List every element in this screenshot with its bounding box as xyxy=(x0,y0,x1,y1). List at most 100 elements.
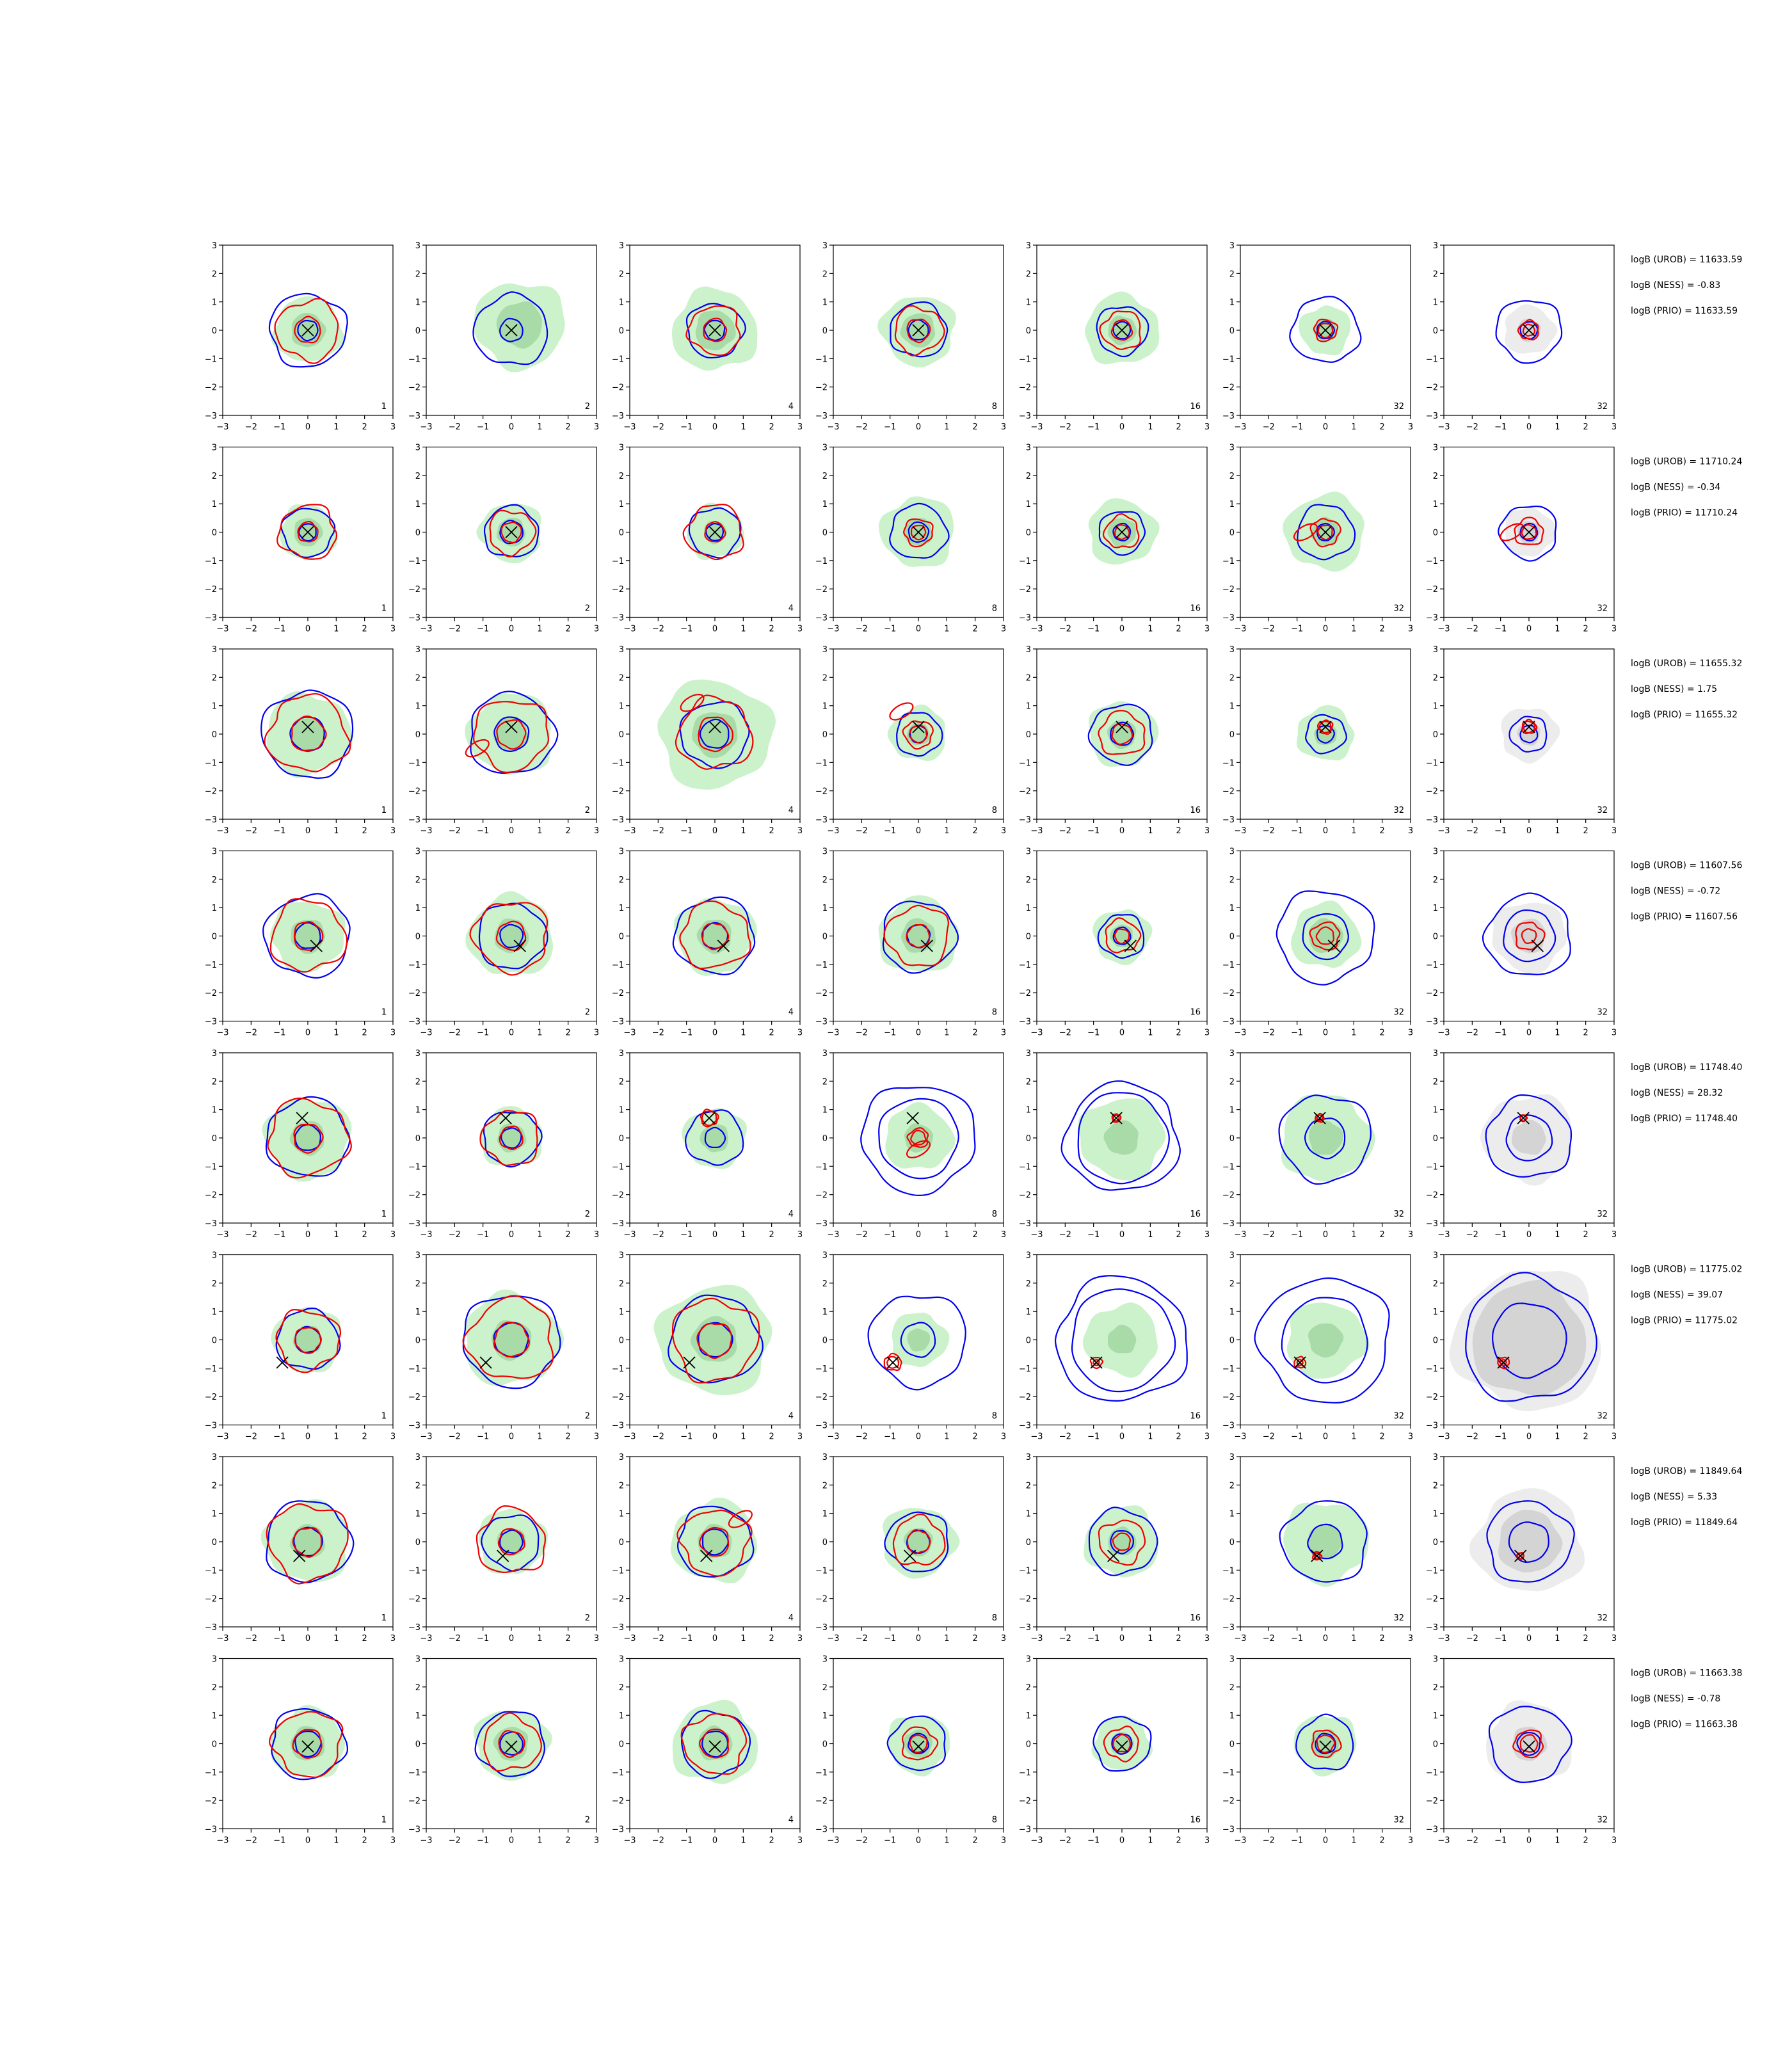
x-tick-label: 3 xyxy=(1001,1836,1006,1846)
y-tick-label: 0 xyxy=(1229,529,1235,538)
contour-panel: −3 −2 −1 0 1 2 3 −3 −2 −1 0 1 2 3 16 xyxy=(1019,645,1210,836)
blue-contour-inner xyxy=(701,1730,729,1758)
red-contour-outer xyxy=(685,305,741,356)
y-tick-label: 0 xyxy=(212,1134,217,1144)
panel-column-label: 32 xyxy=(1393,1613,1404,1623)
red-contour-inner xyxy=(1114,928,1130,945)
x-tick-label: −2 xyxy=(1059,1836,1071,1846)
blue-contour-outer xyxy=(896,712,943,757)
y-tick-label: 2 xyxy=(415,1683,420,1693)
red-contour-inner xyxy=(292,1527,323,1558)
y-tick-label: −3 xyxy=(1426,1825,1438,1835)
x-tick-label: −1 xyxy=(680,625,692,634)
panel-column-label: 32 xyxy=(1597,1816,1608,1825)
red-contour-inner xyxy=(698,716,733,753)
red-contour-outer xyxy=(1515,921,1546,950)
y-tick-label: −2 xyxy=(408,989,420,998)
y-tick-label: −3 xyxy=(1222,1219,1235,1229)
y-tick-label: −2 xyxy=(1426,585,1438,595)
blue-contour-inner xyxy=(1316,725,1335,744)
blue-contour-outer xyxy=(1276,890,1375,986)
x-tick-label: −1 xyxy=(1087,1028,1100,1038)
red-contour-inner xyxy=(294,1327,322,1354)
y-tick-label: −3 xyxy=(205,1219,217,1229)
red-contour-outer xyxy=(671,1297,760,1384)
logb-annotation: logB (NESS) = -0.83 xyxy=(1631,280,1720,291)
red-contour-inner xyxy=(1317,524,1333,541)
true-value-marker xyxy=(505,324,518,337)
y-tick-label: 1 xyxy=(1026,1106,1031,1116)
x-tick-label: −3 xyxy=(420,422,432,432)
y-tick-label: 1 xyxy=(1433,702,1438,712)
red-contour-outer xyxy=(682,503,744,561)
x-tick-label: 3 xyxy=(1204,1634,1210,1644)
x-tick-label: −1 xyxy=(1291,1028,1303,1038)
x-tick-label: 0 xyxy=(1119,1432,1124,1442)
y-tick-label: −2 xyxy=(205,383,217,393)
y-tick-label: −1 xyxy=(1426,1364,1438,1374)
y-tick-label: 1 xyxy=(212,1106,217,1116)
x-tick-label: 1 xyxy=(944,1836,949,1846)
blue-contour-inner xyxy=(1112,321,1132,340)
contour-panel: −3 −2 −1 0 1 2 3 −3 −2 −1 0 1 2 3 32 xyxy=(1426,1655,1617,1846)
true-value-marker xyxy=(683,1356,696,1369)
contour-panel: −3 −2 −1 0 1 2 3 −3 −2 −1 0 1 2 3 2 xyxy=(408,444,599,634)
true-value-marker xyxy=(700,1549,713,1562)
blue-contour-inner xyxy=(499,520,524,545)
y-tick-label: −1 xyxy=(1019,1566,1031,1576)
x-tick-label: −2 xyxy=(245,1028,257,1038)
y-tick-label: 1 xyxy=(1433,1510,1438,1519)
x-tick-label: −2 xyxy=(1059,1028,1071,1038)
density-fill-inner xyxy=(497,1527,526,1557)
contour-panel: −3 −2 −1 0 1 2 3 −3 −2 −1 0 1 2 3 8 xyxy=(815,1453,1006,1644)
y-tick-label: 2 xyxy=(415,1077,420,1087)
true-value-marker xyxy=(708,324,721,337)
x-tick-label: −1 xyxy=(477,1230,489,1240)
x-tick-label: −1 xyxy=(680,1028,692,1038)
panel-column-label: 16 xyxy=(1190,806,1201,815)
y-tick-label: −1 xyxy=(612,1162,624,1172)
y-tick-label: 2 xyxy=(1229,1279,1235,1289)
y-tick-label: −2 xyxy=(408,383,420,393)
x-tick-label: 0 xyxy=(1526,1634,1532,1644)
x-tick-label: 3 xyxy=(594,1230,599,1240)
x-tick-label: 2 xyxy=(566,1634,571,1644)
blue-contour-inner xyxy=(1281,1297,1368,1384)
y-tick-label: 3 xyxy=(1026,1655,1031,1665)
y-tick-label: −3 xyxy=(1019,1219,1031,1229)
x-tick-label: 3 xyxy=(594,1432,599,1442)
panel-column-label: 1 xyxy=(381,1412,387,1421)
x-tick-label: 3 xyxy=(390,1836,396,1846)
x-tick-label: 2 xyxy=(566,422,571,432)
blue-contour-outer xyxy=(1060,1080,1181,1191)
y-tick-label: 3 xyxy=(415,1453,420,1462)
red-contour-outer xyxy=(1514,516,1544,545)
x-tick-label: −2 xyxy=(1059,625,1071,634)
blue-contour-outer xyxy=(889,502,950,559)
x-tick-label: −2 xyxy=(1263,422,1275,432)
y-tick-label: 1 xyxy=(1026,1308,1031,1317)
y-tick-label: 1 xyxy=(822,702,828,712)
y-tick-label: 0 xyxy=(1433,730,1438,740)
figure-row-8: −3 −2 −1 0 1 2 3 −3 −2 −1 0 1 2 3 1 −3 −2 −1 0 1 2 3 −3 −2 −1 0 1 2… xyxy=(205,1655,1743,1846)
y-tick-label: 3 xyxy=(212,1251,217,1261)
x-tick-label: 0 xyxy=(1323,1634,1328,1644)
contour-panel: −3 −2 −1 0 1 2 3 −3 −2 −1 0 1 2 3 4 xyxy=(612,444,803,634)
y-tick-label: −3 xyxy=(612,1623,624,1633)
blue-contour-outer xyxy=(481,1514,540,1572)
blue-contour-inner xyxy=(1304,1117,1346,1160)
x-tick-label: −2 xyxy=(1263,1836,1275,1846)
x-tick-label: −1 xyxy=(1291,1432,1303,1442)
y-tick-label: −2 xyxy=(1019,989,1031,998)
x-tick-label: −2 xyxy=(652,1634,664,1644)
y-tick-label: 2 xyxy=(212,876,217,885)
y-tick-label: −2 xyxy=(1222,787,1235,797)
x-tick-label: −1 xyxy=(1291,422,1303,432)
panel-column-label: 2 xyxy=(585,1008,590,1018)
y-tick-label: 0 xyxy=(415,1538,420,1548)
y-tick-label: 3 xyxy=(1433,444,1438,453)
x-tick-label: 1 xyxy=(1351,1836,1356,1846)
x-tick-label: 2 xyxy=(973,1634,978,1644)
